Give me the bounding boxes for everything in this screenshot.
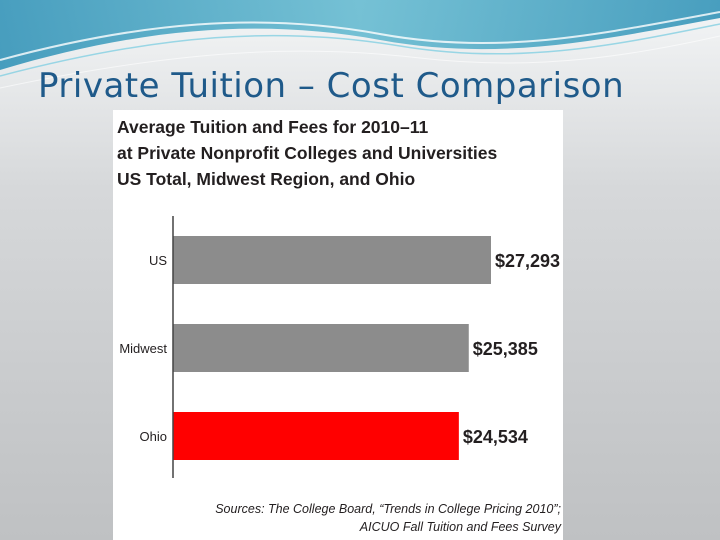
data-label: $25,385 xyxy=(473,339,538,359)
source-note: Sources: The College Board, “Trends in C… xyxy=(215,500,561,536)
decorative-wave-header xyxy=(0,0,720,89)
category-label: Midwest xyxy=(119,341,167,356)
source-line: Sources: The College Board, “Trends in C… xyxy=(215,502,561,516)
category-label: Ohio xyxy=(140,429,167,444)
category-label: US xyxy=(149,253,167,268)
bar xyxy=(173,412,459,460)
slide-title: Private Tuition – Cost Comparison xyxy=(38,66,625,106)
bar xyxy=(173,324,469,372)
bar xyxy=(173,236,491,284)
bar-chart: US $27,293 Midwest $25,385 Ohio $24,534 xyxy=(119,216,560,478)
data-label: $27,293 xyxy=(495,251,560,271)
chart-panel: Average Tuition and Fees for 2010–11 at … xyxy=(113,110,563,540)
chart-title: Average Tuition and Fees for 2010–11 at … xyxy=(117,114,497,192)
chart-title-line: at Private Nonprofit Colleges and Univer… xyxy=(117,143,498,163)
chart-title-line: US Total, Midwest Region, and Ohio xyxy=(117,169,416,189)
data-label: $24,534 xyxy=(463,427,528,447)
source-line: AICUO Fall Tuition and Fees Survey xyxy=(359,520,561,534)
chart-title-line: Average Tuition and Fees for 2010–11 xyxy=(117,117,429,137)
